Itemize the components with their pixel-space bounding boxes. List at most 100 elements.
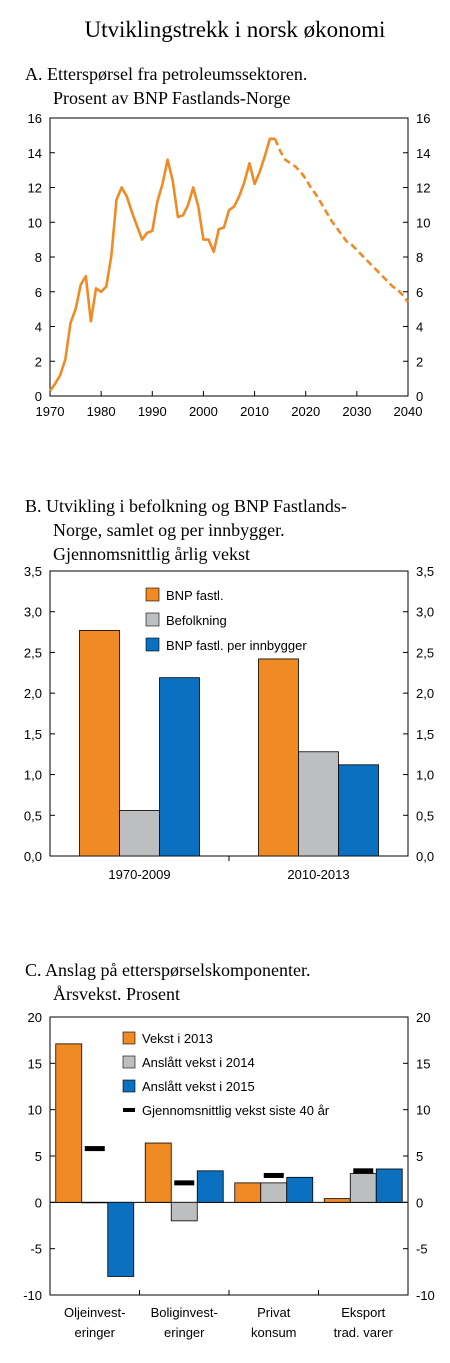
chart-c-average-marker — [84, 1146, 105, 1152]
chart-b-ytick-label-right: 0,0 — [416, 849, 434, 864]
chart-a-xtick-label: 2000 — [189, 404, 218, 419]
chart-b-ytick-label-right: 2,0 — [416, 686, 434, 701]
chart-b-legend: BNP fastl. Befolkning BNP fastl. per innby… — [145, 587, 307, 653]
chart-a-xtick-label: 1980 — [87, 404, 116, 419]
chart-b-ytick-label-right: 0,5 — [416, 808, 434, 823]
chart-a-xtick-label: 2020 — [291, 404, 320, 419]
chart-b-ytick-label-left: 1,5 — [24, 727, 42, 742]
chart-a-ytick-label-left: 16 — [28, 111, 42, 126]
chart-a-title-line1: A. Etterspørsel fra petroleumssektoren. — [25, 64, 307, 84]
chart-c-bar — [55, 1043, 83, 1203]
chart-a-xtick-label: 2010 — [240, 404, 269, 419]
chart-c-ticks: -10 -10 -5 -5 0 0 5 5 10 10 15 15 20 20 — [23, 1010, 435, 1303]
chart-a-ytick-label-right: 2 — [416, 354, 423, 369]
chart-b-category-label: 2010-2013 — [287, 867, 349, 882]
chart-a-ytick-label-right: 6 — [416, 285, 423, 300]
chart-c-bar — [260, 1182, 288, 1203]
chart-c-category-label: konsum — [251, 1325, 297, 1340]
chart-a-title-line2: Prosent av BNP Fastlands-Norge — [53, 88, 291, 108]
chart-b-legend-swatch — [145, 587, 160, 602]
chart-a-xtick-label: 2040 — [394, 404, 423, 419]
chart-c-legend-label: Anslått vekst i 2014 — [142, 1055, 255, 1070]
chart-b-ytick-label-left: 2,0 — [24, 686, 42, 701]
chart-b-legend-label: Befolkning — [166, 613, 227, 628]
chart-b-ytick-label-right: 3,0 — [416, 605, 434, 620]
chart-c-category-label: Boliginvest- — [151, 1305, 218, 1320]
chart-a-xtick-label: 1970 — [36, 404, 65, 419]
chart-c-category-label: trad. varer — [334, 1325, 394, 1340]
chart-c-bar — [144, 1142, 172, 1203]
chart-c-legend-swatch — [122, 1055, 136, 1069]
chart-b-bar — [298, 751, 339, 857]
chart-c-ytick-label-left: 0 — [35, 1195, 42, 1210]
chart-b-bar — [119, 810, 160, 857]
chart-c-ytick-label-left: 5 — [35, 1149, 42, 1164]
chart-a-ytick-label-left: 4 — [35, 320, 42, 335]
chart-b-ytick-label-right: 3,5 — [416, 564, 434, 579]
chart-c-ytick-label-left: 20 — [28, 1010, 42, 1025]
chart-c-bar — [196, 1170, 224, 1203]
chart-c-legend-label: Anslått vekst i 2015 — [142, 1079, 255, 1094]
chart-c-legend-swatch — [122, 1031, 136, 1045]
chart-b-bars: 1970-2009 2010-2013 — [79, 630, 379, 882]
chart-b-ytick-label-left: 0,0 — [24, 849, 42, 864]
chart-c-average-marker — [263, 1172, 284, 1178]
chart-a-ytick-label-left: 6 — [35, 285, 42, 300]
chart-c-category-label: Oljeinvest- — [64, 1305, 125, 1320]
chart-b-legend-swatch — [145, 637, 160, 652]
chart-c-legend-marker — [123, 1108, 135, 1112]
chart-b-ytick-label-right: 2,5 — [416, 645, 434, 660]
chart-b-ytick-label-left: 3,5 — [24, 564, 42, 579]
chart-b-ytick-label-left: 3,0 — [24, 605, 42, 620]
chart-b-ticks: 0,0 0,0 0,5 0,5 1,0 1,0 1,5 1,5 2,0 2,0 2,5 2,5 3,0 3… — [24, 564, 434, 864]
chart-c-legend-label: Gjennomsnittlig vekst siste 40 år — [142, 1103, 330, 1118]
chart-c-ytick-label-right: -10 — [416, 1288, 435, 1303]
chart-b-ytick-label-left: 0,5 — [24, 808, 42, 823]
chart-a-line-dashed — [273, 138, 410, 303]
chart-c-bar — [234, 1182, 262, 1203]
chart-c-bar — [323, 1198, 351, 1203]
chart-b-legend-label: BNP fastl. — [166, 588, 224, 603]
chart-b-title-line3: Gjennomsnittlig årlig vekst — [53, 544, 250, 564]
chart-c-title-line1: C. Anslag på etterspørselskomponenter. — [25, 960, 310, 980]
chart-a-ytick-label-right: 8 — [416, 250, 423, 265]
chart-b-bar — [159, 677, 200, 857]
chart-c-bar — [286, 1176, 314, 1203]
chart-b-ytick-label-left: 2,5 — [24, 645, 42, 660]
chart-b-bar — [258, 658, 299, 857]
chart-a-ytick-label-right: 14 — [416, 146, 430, 161]
chart-c-bar — [349, 1173, 377, 1203]
chart-a-ytick-label-left: 12 — [28, 181, 42, 196]
chart-a-ytick-label-left: 0 — [35, 389, 42, 404]
chart-b-ytick-label-left: 1,0 — [24, 768, 42, 783]
chart-b-legend-label: BNP fastl. per innbygger — [166, 638, 307, 653]
chart-c-average-marker — [174, 1180, 195, 1186]
chart-c: C. Anslag på etterspørselskomponenter. Å… — [23, 960, 435, 1340]
chart-c-ytick-label-left: -5 — [30, 1242, 42, 1257]
chart-c-legend-label: Vekst i 2013 — [142, 1031, 213, 1046]
chart-c-title-line2: Årsvekst. Prosent — [53, 984, 180, 1004]
chart-c-ytick-label-right: 10 — [416, 1103, 430, 1118]
chart-a-ytick-label-right: 16 — [416, 111, 430, 126]
chart-c-ytick-label-left: -10 — [23, 1288, 42, 1303]
chart-c-category-label: eringer — [75, 1325, 116, 1340]
chart-b-category-label: 1970-2009 — [108, 867, 170, 882]
chart-a-ytick-label-left: 2 — [35, 354, 42, 369]
chart-c-bar — [81, 1201, 109, 1204]
chart-a-ytick-label-left: 10 — [28, 215, 42, 230]
chart-a-ytick-label-left: 14 — [28, 146, 42, 161]
chart-b-title-line2: Norge, samlet og per innbygger. — [53, 520, 285, 540]
chart-a: A. Etterspørsel fra petroleumssektoren. … — [25, 64, 430, 419]
chart-a-ytick-label-right: 0 — [416, 389, 423, 404]
chart-a-series — [48, 137, 410, 392]
chart-c-ytick-label-right: 0 — [416, 1195, 423, 1210]
chart-c-bar — [107, 1201, 135, 1277]
chart-a-xtick-label: 2030 — [342, 404, 371, 419]
chart-c-bar — [170, 1201, 198, 1222]
chart-a-ytick-label-right: 10 — [416, 215, 430, 230]
chart-b-legend-swatch — [145, 612, 160, 627]
chart-c-ytick-label-right: -5 — [416, 1242, 428, 1257]
chart-c-ytick-label-right: 15 — [416, 1056, 430, 1071]
chart-c-legend-swatch — [122, 1079, 136, 1093]
chart-b-title-line1: B. Utvikling i befolkning og BNP Fastlan… — [25, 496, 347, 516]
